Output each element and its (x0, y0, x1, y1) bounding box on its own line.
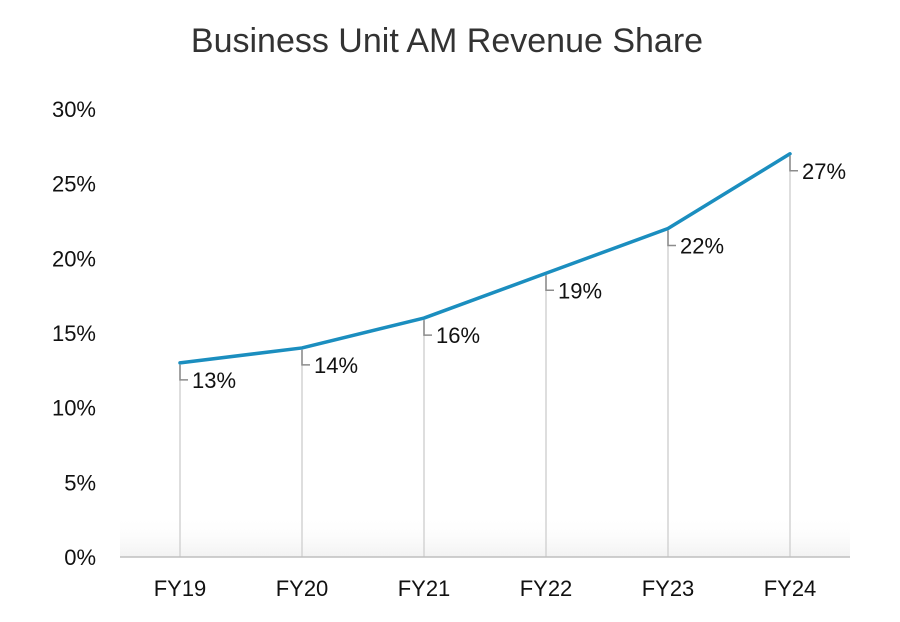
data-label-leader (667, 230, 676, 247)
chart-title: Business Unit AM Revenue Share (191, 22, 703, 60)
series-line (178, 152, 792, 365)
data-label-leader (179, 364, 188, 381)
x-tick-label: FY24 (764, 576, 817, 601)
y-tick-label: 15% (52, 321, 96, 346)
data-label: 16% (436, 323, 480, 348)
y-tick-label: 0% (64, 545, 96, 570)
x-tick-label: FY19 (154, 576, 207, 601)
data-label-leader (789, 155, 798, 172)
data-label-leader (301, 349, 310, 366)
data-label: 13% (192, 368, 236, 393)
data-label-leader (423, 320, 432, 336)
y-axis-ticks: 0% 5% 10% 15% 20% 25% 30% (52, 97, 96, 570)
data-label: 27% (802, 159, 846, 184)
data-label: 14% (314, 353, 358, 378)
x-tick-label: FY22 (520, 576, 573, 601)
data-label: 19% (558, 278, 602, 303)
data-labels: 13% 14% 16% 19% 22% 27% (192, 159, 846, 393)
data-label: 22% (680, 233, 724, 258)
x-axis-ticks: FY19 FY20 FY21 FY22 FY23 FY24 (154, 576, 817, 601)
y-tick-label: 25% (52, 172, 96, 197)
y-tick-label: 30% (52, 97, 96, 122)
drop-lines (179, 153, 791, 557)
y-tick-label: 20% (52, 246, 96, 271)
data-label-leaders (179, 155, 798, 381)
data-label-leader (545, 275, 554, 292)
plot-floor-shade (120, 515, 850, 557)
x-tick-label: FY21 (398, 576, 451, 601)
x-tick-label: FY23 (642, 576, 695, 601)
x-tick-label: FY20 (276, 576, 329, 601)
y-tick-label: 5% (64, 470, 96, 495)
y-tick-label: 10% (52, 396, 96, 421)
